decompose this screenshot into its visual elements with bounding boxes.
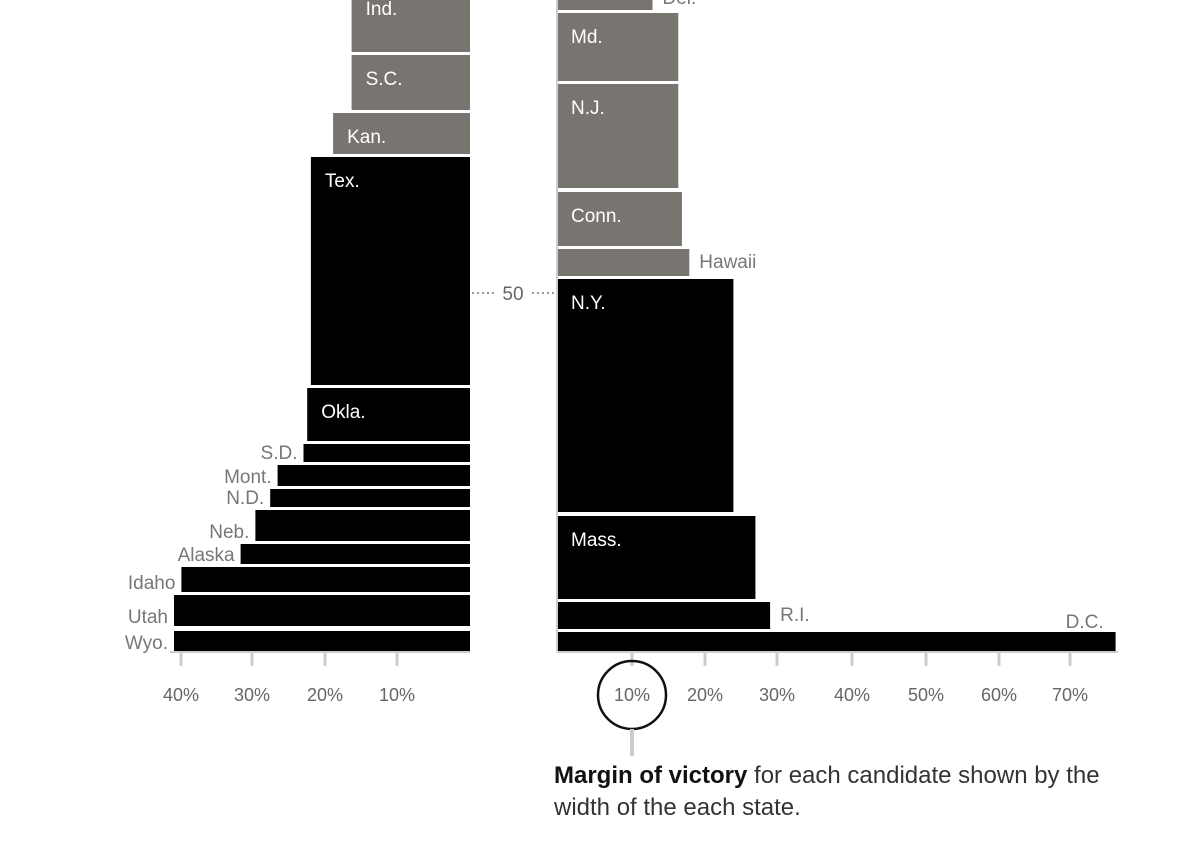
bar-label-right-4: Hawaii	[699, 252, 756, 273]
bar-label-right-5: N.Y.	[571, 293, 606, 314]
bar-left-2	[333, 113, 470, 154]
bar-right-1	[557, 13, 679, 81]
bar-label-right-0: Del.	[663, 0, 697, 9]
bar-label-left-8: Neb.	[209, 522, 249, 543]
caption: Margin of victory for each candidate sho…	[554, 760, 1114, 824]
tick-label-right-2: 30%	[759, 685, 795, 705]
bar-right-8	[557, 632, 1116, 652]
bar-left-6	[277, 465, 470, 486]
tick-label-right-1: 20%	[687, 685, 723, 705]
bar-label-left-4: Okla.	[321, 402, 365, 423]
bar-label-right-7: R.I.	[780, 605, 810, 626]
bar-right-3	[557, 192, 682, 246]
tick-label-left-3: 10%	[379, 685, 415, 705]
bar-label-left-10: Idaho	[128, 573, 176, 594]
bar-left-12	[174, 631, 470, 652]
bar-label-left-1: S.C.	[366, 69, 403, 90]
bar-label-left-7: N.D.	[226, 488, 264, 509]
tick-label-left-0: 40%	[163, 685, 199, 705]
bar-left-7	[270, 489, 470, 507]
bar-label-left-9: Alaska	[178, 545, 235, 566]
bar-left-9	[240, 544, 470, 564]
bar-label-left-6: Mont.	[224, 467, 272, 488]
bar-label-left-5: S.D.	[261, 443, 298, 464]
bar-label-left-0: Ind.	[366, 0, 398, 20]
caption-rest: for each candidate shown by the width of…	[554, 762, 1100, 821]
tick-label-right-5: 60%	[981, 685, 1017, 705]
tick-label-left-1: 30%	[234, 685, 270, 705]
bar-label-right-8: D.C.	[1066, 612, 1104, 633]
bar-left-8	[255, 510, 470, 541]
bar-label-left-12: Wyo.	[125, 633, 168, 654]
tick-label-right-6: 70%	[1052, 685, 1088, 705]
bar-left-10	[181, 567, 470, 592]
tick-label-right-4: 50%	[908, 685, 944, 705]
bar-right-5	[557, 279, 734, 512]
bar-right-0	[557, 0, 653, 10]
bar-label-left-2: Kan.	[347, 127, 386, 148]
bar-right-7	[557, 602, 771, 629]
bar-label-right-6: Mass.	[571, 530, 622, 551]
caption-bold: Margin of victory	[554, 762, 748, 789]
bar-right-2	[557, 84, 679, 188]
tick-label-left-2: 20%	[307, 685, 343, 705]
tick-label-right-3: 40%	[834, 685, 870, 705]
tick-label-right-0: 10%	[614, 685, 650, 705]
bar-label-right-3: Conn.	[571, 206, 622, 227]
bar-label-left-11: Utah	[128, 607, 168, 628]
bar-left-5	[303, 444, 470, 462]
bar-left-0	[351, 0, 470, 52]
bar-left-11	[174, 595, 470, 626]
bar-right-4	[557, 249, 690, 276]
bar-left-4	[307, 388, 470, 441]
bar-right-6	[557, 516, 756, 599]
bar-left-1	[351, 55, 470, 110]
bar-label-right-1: Md.	[571, 27, 603, 48]
center-marker-label: 50	[502, 284, 523, 305]
bar-left-3	[310, 157, 470, 385]
bar-label-left-3: Tex.	[325, 171, 360, 192]
bar-label-right-2: N.J.	[571, 98, 605, 119]
